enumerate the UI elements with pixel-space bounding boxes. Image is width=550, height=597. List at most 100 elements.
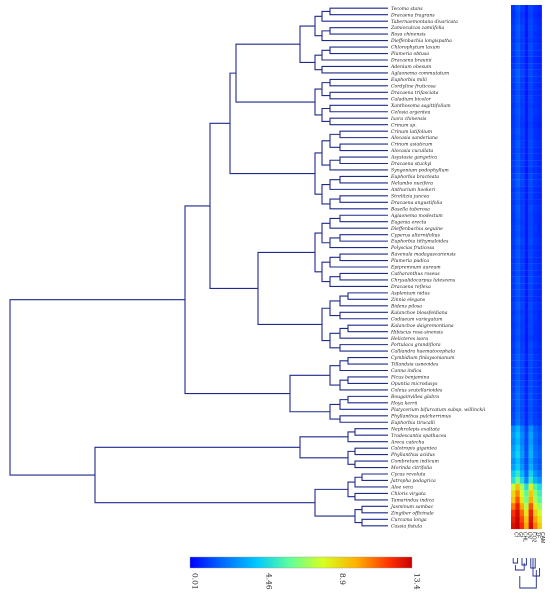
heatmap-cell xyxy=(511,406,516,413)
heatmap-cell xyxy=(537,114,542,122)
dendrogram-branch xyxy=(347,450,355,465)
dendrogram-branch xyxy=(321,10,388,22)
heatmap-cell xyxy=(511,147,516,154)
column-dendrogram-branch xyxy=(512,558,519,564)
heatmap-cell xyxy=(537,153,542,161)
heatmap-cell xyxy=(537,160,542,167)
heatmap-cell xyxy=(511,166,516,174)
dendrogram-branch xyxy=(314,232,322,273)
heatmap-cell xyxy=(528,17,534,25)
heatmap-cell xyxy=(537,386,542,394)
colorbar-tick-label: 13.4 xyxy=(413,573,422,590)
dendrogram-branch xyxy=(329,78,388,87)
heatmap-cell xyxy=(519,69,525,77)
heatmap-cell xyxy=(533,30,538,38)
heatmap-cell xyxy=(515,218,520,226)
row-label: Nelumbo nucifera xyxy=(390,181,433,187)
heatmap-cell xyxy=(515,205,520,213)
heatmap-cell xyxy=(511,354,516,361)
column-dendrogram xyxy=(512,558,541,589)
row-label: Cycas revoluta xyxy=(391,472,426,478)
dendrogram-branch xyxy=(94,446,315,504)
heatmap-cell xyxy=(519,153,525,161)
heatmap-cell xyxy=(515,289,520,297)
dendrogram-branch xyxy=(329,27,388,35)
heatmap-cell xyxy=(533,121,538,129)
heatmap-cell xyxy=(515,179,520,187)
heatmap-cell xyxy=(533,192,538,200)
dendrogram-branch xyxy=(339,214,388,223)
dendrogram-branch xyxy=(321,82,330,97)
heatmap-cell xyxy=(524,270,529,277)
heatmap-cell xyxy=(537,457,542,465)
heatmap-cell xyxy=(519,321,525,329)
row-label: Kalanchoe blossfeldiana xyxy=(390,310,448,316)
dendrogram-branch xyxy=(354,447,388,456)
heatmap-cell xyxy=(537,406,542,413)
heatmap-cell xyxy=(511,127,516,135)
heatmap-cell xyxy=(519,199,525,206)
heatmap-cell xyxy=(528,438,534,445)
heatmap-cell xyxy=(537,328,542,336)
heatmap-cell xyxy=(533,380,538,387)
heatmap-cell xyxy=(528,11,534,19)
heatmap-cell xyxy=(519,24,525,31)
heatmap-cell xyxy=(511,218,516,226)
heatmap-cell xyxy=(537,173,542,180)
heatmap-cell xyxy=(524,173,529,180)
heatmap-cell xyxy=(524,89,529,96)
row-label: Basella tuberosa xyxy=(390,206,430,212)
heatmap-cell xyxy=(519,496,525,504)
heatmap-cell xyxy=(533,43,538,51)
heatmap-cell xyxy=(524,140,529,148)
dendrogram-branch xyxy=(329,117,388,126)
heatmap-cell xyxy=(528,399,534,407)
row-label: Hibiscus rosa-sinensis xyxy=(390,329,443,335)
heatmap-cell xyxy=(533,451,538,458)
heatmap-cell xyxy=(511,134,516,141)
heatmap-cell xyxy=(528,127,534,135)
heatmap-cell xyxy=(524,166,529,174)
dendrogram-branch xyxy=(321,107,330,122)
heatmap-cell xyxy=(524,386,529,394)
row-label: Xanthosoma sagittifolium xyxy=(390,103,451,109)
heatmap-cell xyxy=(524,212,529,219)
heatmap-cell xyxy=(533,160,538,167)
heatmap-cell xyxy=(511,63,516,70)
heatmap-cell xyxy=(537,451,542,458)
heatmap-cell xyxy=(537,399,542,407)
heatmap-cell xyxy=(511,477,516,484)
row-label: Phyllanthus acidus xyxy=(390,452,436,458)
dendrogram-branch xyxy=(329,217,388,229)
dendrogram-branch xyxy=(339,143,388,152)
heatmap-cell xyxy=(519,283,525,290)
heatmap-cell xyxy=(511,250,516,258)
heatmap-cell xyxy=(515,263,520,271)
heatmap-cell xyxy=(528,522,534,530)
row-label: Strelitzia juncea xyxy=(391,193,429,199)
dendrogram-branch xyxy=(329,133,340,148)
heatmap-cell xyxy=(537,263,542,271)
heatmap-cell xyxy=(537,140,542,148)
heatmap-cell xyxy=(533,263,538,271)
heatmap-cell xyxy=(533,419,538,426)
heatmap-cell xyxy=(528,43,534,51)
heatmap-cell xyxy=(515,496,520,504)
dendrogram-branch xyxy=(314,488,355,517)
heatmap-cell xyxy=(528,30,534,38)
heatmap-cell xyxy=(511,464,516,471)
heatmap-cell xyxy=(519,192,525,200)
heatmap-cell xyxy=(537,56,542,64)
heatmap-cell xyxy=(537,464,542,471)
heatmap-cell xyxy=(511,212,516,219)
heatmap-cell xyxy=(524,43,529,51)
heatmap-cell xyxy=(524,224,529,232)
heatmap-cell xyxy=(528,431,534,439)
heatmap-cell xyxy=(519,296,525,303)
dendrogram-branch xyxy=(257,251,322,325)
heatmap-cell xyxy=(511,199,516,206)
dendrogram-branch xyxy=(299,25,315,63)
heatmap-cell xyxy=(519,334,525,342)
heatmap-cell xyxy=(533,334,538,342)
heatmap-cell xyxy=(537,127,542,135)
